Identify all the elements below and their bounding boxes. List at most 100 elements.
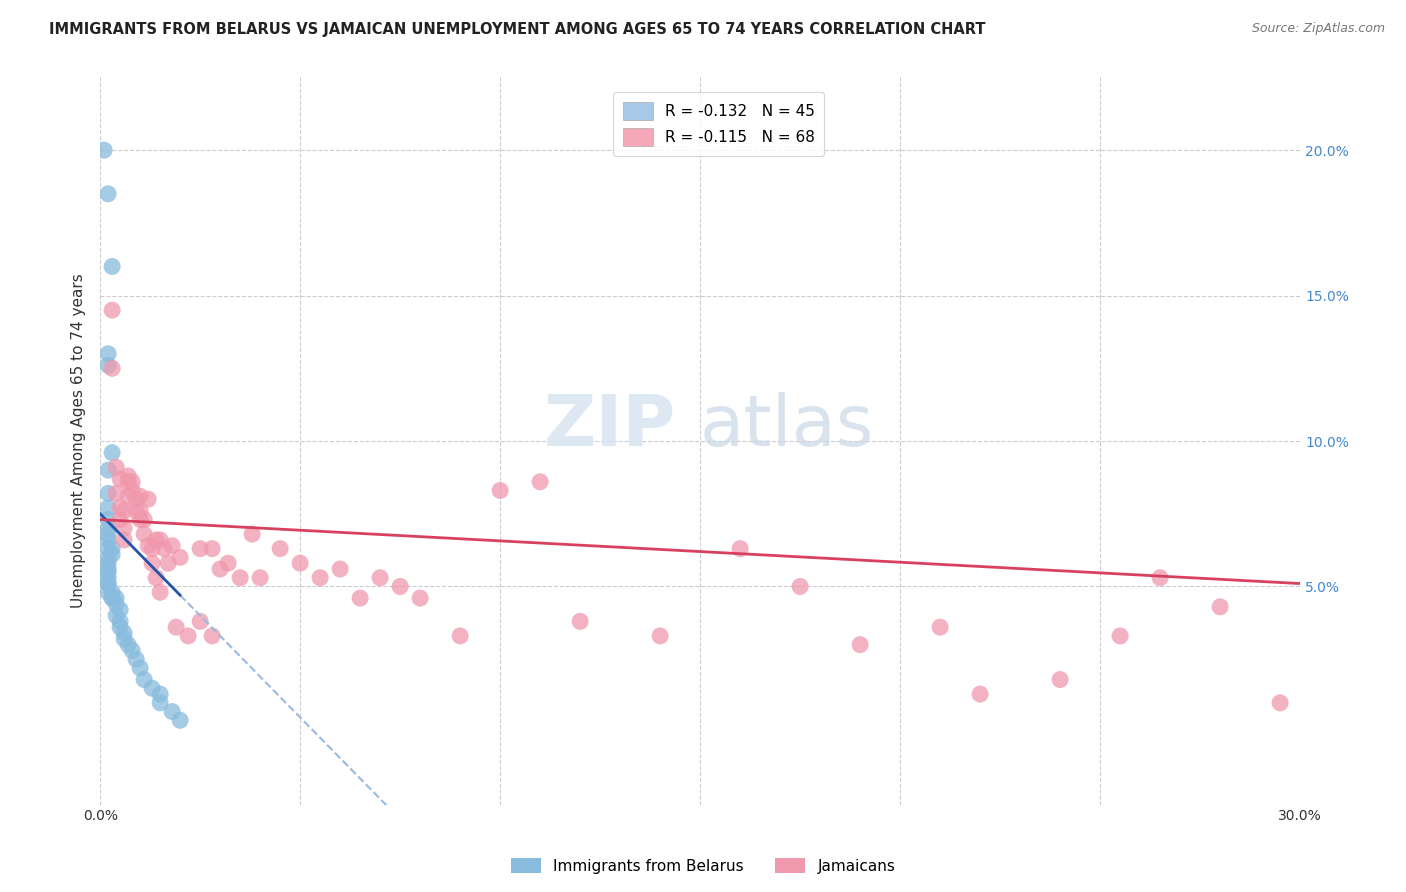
Point [112, 533, 135, 547]
Point [97, 556, 120, 570]
Point [97, 533, 120, 547]
Point [201, 541, 224, 556]
Point [108, 620, 131, 634]
Point [145, 571, 167, 585]
Point [108, 500, 131, 515]
Point [217, 556, 239, 570]
Point [112, 626, 135, 640]
Point [97, 576, 120, 591]
Point [105, 608, 128, 623]
Point [209, 562, 232, 576]
Point [101, 445, 124, 459]
Point [141, 541, 163, 556]
Point [117, 469, 139, 483]
Point [136, 539, 159, 553]
Text: IMMIGRANTS FROM BELARUS VS JAMAICAN UNEMPLOYMENT AMONG AGES 65 TO 74 YEARS CORRE: IMMIGRANTS FROM BELARUS VS JAMAICAN UNEM… [49, 22, 986, 37]
Point [149, 687, 172, 701]
Point [201, 629, 224, 643]
Point [349, 591, 371, 606]
Point [97, 541, 120, 556]
Point [121, 643, 143, 657]
Point [188, 615, 211, 629]
Point [728, 541, 751, 556]
Point [129, 504, 152, 518]
Point [329, 562, 352, 576]
Point [101, 260, 124, 274]
Point [101, 591, 124, 606]
Point [97, 585, 120, 599]
Point [97, 186, 120, 201]
Point [169, 713, 191, 727]
Point [569, 615, 592, 629]
Point [188, 541, 211, 556]
Point [101, 303, 124, 318]
Point [1209, 599, 1232, 614]
Point [368, 571, 391, 585]
Point [117, 489, 139, 503]
Point [129, 489, 152, 503]
Point [105, 591, 128, 606]
Point [929, 620, 952, 634]
Point [108, 615, 131, 629]
Point [101, 585, 124, 599]
Point [108, 512, 131, 526]
Point [165, 620, 187, 634]
Point [1268, 696, 1291, 710]
Point [97, 550, 120, 565]
Point [240, 527, 263, 541]
Point [288, 556, 311, 570]
Point [97, 500, 120, 515]
Point [97, 562, 120, 576]
Point [409, 591, 432, 606]
Point [97, 347, 120, 361]
Text: Source: ZipAtlas.com: Source: ZipAtlas.com [1251, 22, 1385, 36]
Point [969, 687, 991, 701]
Point [160, 705, 183, 719]
Legend: Immigrants from Belarus, Jamaicans: Immigrants from Belarus, Jamaicans [505, 852, 901, 880]
Point [249, 571, 271, 585]
Y-axis label: Unemployment Among Ages 65 to 74 years: Unemployment Among Ages 65 to 74 years [72, 274, 86, 608]
Point [112, 504, 135, 518]
Point [149, 533, 172, 547]
Point [529, 475, 551, 489]
Point [105, 486, 128, 500]
Point [101, 548, 124, 562]
Point [97, 565, 120, 579]
Point [105, 597, 128, 611]
Point [1149, 571, 1171, 585]
Point [97, 571, 120, 585]
Point [153, 541, 176, 556]
Legend: R = -0.132   N = 45, R = -0.115   N = 68: R = -0.132 N = 45, R = -0.115 N = 68 [613, 93, 824, 155]
Point [145, 533, 167, 547]
Point [97, 512, 120, 526]
Point [134, 673, 156, 687]
Point [101, 541, 124, 556]
Point [449, 629, 471, 643]
Point [97, 463, 120, 477]
Point [134, 512, 156, 526]
Point [1109, 629, 1132, 643]
Point [125, 492, 148, 507]
Point [134, 527, 156, 541]
Point [389, 579, 412, 593]
Point [108, 472, 131, 486]
Point [129, 512, 152, 526]
Point [97, 576, 120, 591]
Point [117, 475, 139, 489]
Point [101, 591, 124, 606]
Point [141, 681, 163, 696]
Point [112, 521, 135, 535]
Point [648, 629, 671, 643]
Point [157, 556, 180, 570]
Point [169, 550, 191, 565]
Point [141, 556, 163, 570]
Point [1049, 673, 1071, 687]
Point [97, 486, 120, 500]
Point [309, 571, 332, 585]
Point [177, 629, 200, 643]
Text: ZIP: ZIP [544, 392, 676, 461]
Text: atlas: atlas [700, 392, 875, 461]
Point [229, 571, 252, 585]
Point [108, 603, 131, 617]
Point [112, 632, 135, 646]
